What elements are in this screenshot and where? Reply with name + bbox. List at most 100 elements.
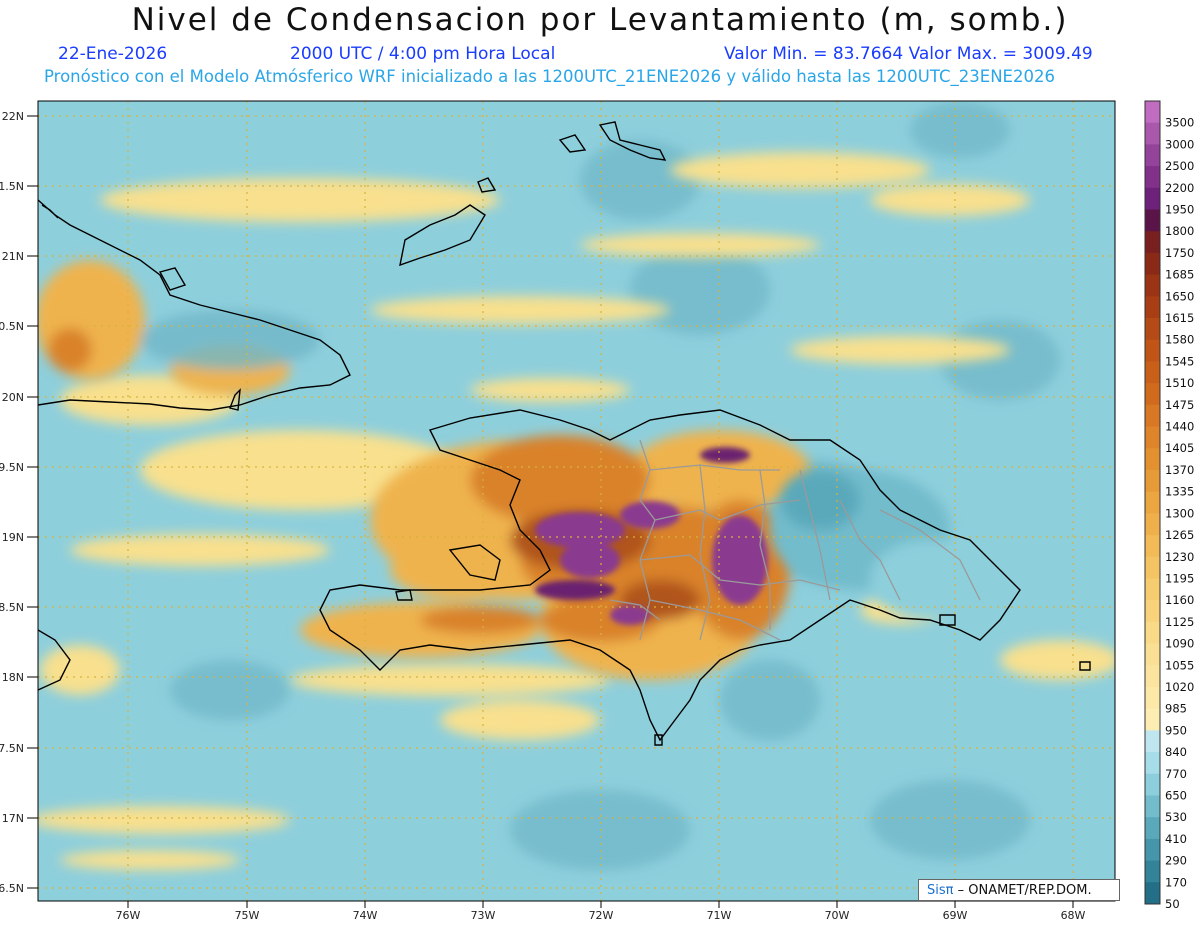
colorbar-swatch bbox=[1145, 426, 1160, 449]
colorbar-label: 770 bbox=[1165, 767, 1187, 781]
lat-ticks bbox=[27, 115, 1074, 908]
colorbar-swatch bbox=[1145, 621, 1160, 645]
forecast-description: Pronóstico con el Modelo Atmósferico WRF… bbox=[44, 67, 1055, 86]
colorbar-label: 290 bbox=[1165, 854, 1187, 868]
colorbar-swatch bbox=[1145, 448, 1160, 471]
valid-time: 2000 UTC / 4:00 pm Hora Local bbox=[290, 44, 556, 64]
valid-date: 22-Ene-2026 bbox=[58, 44, 168, 64]
lat-label: 1.5N bbox=[0, 180, 24, 193]
colorbar-swatch bbox=[1145, 860, 1160, 883]
credit-box: Sisπ – ONAMET/REP.DOM. bbox=[918, 879, 1120, 901]
lat-lon-grid bbox=[38, 101, 1115, 901]
colorbar-swatch bbox=[1145, 296, 1160, 319]
colorbar-swatch bbox=[1145, 817, 1160, 840]
colorbar-swatch bbox=[1145, 318, 1160, 341]
colorbar-label: 1370 bbox=[1165, 463, 1194, 477]
lat-label: 8.5N bbox=[0, 601, 24, 614]
colorbar-label: 1475 bbox=[1165, 398, 1194, 412]
colorbar-swatch bbox=[1145, 730, 1160, 753]
colorbar-label: 1615 bbox=[1165, 311, 1194, 325]
colorbar-label: 1335 bbox=[1165, 485, 1194, 499]
colorbar-label: 3000 bbox=[1165, 137, 1194, 151]
min-max-values: Valor Min. = 83.7664 Valor Max. = 3009.4… bbox=[724, 44, 1093, 64]
colorbar-swatch bbox=[1145, 339, 1160, 362]
sispi-logo-text: Sisπ bbox=[927, 883, 954, 898]
yellow-bands bbox=[38, 152, 1115, 870]
colorbar-label: 530 bbox=[1165, 810, 1187, 824]
colorbar-swatch bbox=[1145, 491, 1160, 514]
colorbar-label: 1160 bbox=[1165, 593, 1194, 607]
colorbar-swatch bbox=[1145, 556, 1160, 579]
lon-label: 71W bbox=[707, 909, 732, 922]
lon-label: 74W bbox=[353, 909, 378, 922]
lat-label: 0.5N bbox=[0, 320, 24, 333]
lat-label: 22N bbox=[2, 110, 24, 123]
cuba-field bbox=[38, 260, 320, 395]
colorbar-swatch bbox=[1145, 383, 1160, 406]
colorbar-swatch bbox=[1145, 708, 1160, 731]
colorbar-swatch bbox=[1145, 513, 1160, 536]
colorbar-swatch bbox=[1145, 231, 1160, 254]
colorbar-swatch bbox=[1145, 101, 1160, 124]
colorbar-label: 1055 bbox=[1165, 658, 1194, 672]
colorbar-label: 1440 bbox=[1165, 420, 1194, 434]
lon-label: 70W bbox=[825, 909, 850, 922]
colorbar-swatch bbox=[1145, 404, 1160, 428]
colorbar-label: 1405 bbox=[1165, 441, 1194, 455]
lon-label: 75W bbox=[235, 909, 260, 922]
colorbar-label: 1195 bbox=[1165, 571, 1194, 585]
colorbar-label: 1090 bbox=[1165, 637, 1194, 651]
colorbar-swatch bbox=[1145, 665, 1160, 688]
lat-label: 20N bbox=[2, 391, 24, 404]
colorbar-swatch bbox=[1145, 166, 1160, 189]
colorbar-swatch bbox=[1145, 882, 1160, 905]
colorbar-label: 1950 bbox=[1165, 203, 1194, 217]
lon-label: 76W bbox=[116, 909, 141, 922]
map-field bbox=[38, 101, 1115, 901]
colorbar-swatch bbox=[1145, 122, 1160, 145]
latitude-labels: 22N 1.5N 21N 0.5N 20N 9.5N 19N 8.5N 18N … bbox=[0, 110, 24, 895]
colorbar-label: 1125 bbox=[1165, 615, 1194, 629]
lat-label: 7.5N bbox=[0, 742, 24, 755]
lon-label: 72W bbox=[589, 909, 614, 922]
colorbar-label: 1510 bbox=[1165, 376, 1194, 390]
colorbar-swatch bbox=[1145, 838, 1160, 862]
lat-label: 19N bbox=[2, 531, 24, 544]
lon-label: 68W bbox=[1061, 909, 1086, 922]
colorbar-label: 410 bbox=[1165, 832, 1187, 846]
colorbar-label: 1300 bbox=[1165, 506, 1194, 520]
colorbar-swatch bbox=[1145, 600, 1160, 623]
colorbar-swatch bbox=[1145, 252, 1160, 276]
colorbar-label: 2200 bbox=[1165, 181, 1194, 195]
credit-text: – ONAMET/REP.DOM. bbox=[953, 883, 1092, 898]
colorbar-swatch bbox=[1145, 578, 1160, 601]
colorbar-swatch bbox=[1145, 274, 1160, 297]
province-borders bbox=[609, 439, 981, 641]
colorbar-swatch bbox=[1145, 686, 1160, 710]
colorbar-label: 1580 bbox=[1165, 333, 1194, 347]
colorbar-label: 2500 bbox=[1165, 159, 1194, 173]
colorbar-label: 3500 bbox=[1165, 116, 1194, 130]
colorbar-label: 840 bbox=[1165, 745, 1187, 759]
lat-label: 21N bbox=[2, 250, 24, 263]
colorbar-swatch bbox=[1145, 144, 1160, 167]
colorbar-swatch bbox=[1145, 773, 1160, 796]
colorbar-swatch bbox=[1145, 469, 1160, 493]
colorbar-swatch bbox=[1145, 643, 1160, 666]
colorbar-frame bbox=[1144, 100, 1161, 905]
colorbar-swatch bbox=[1145, 187, 1160, 211]
longitude-labels: 76W 75W 74W 73W 72W 71W 70W 69W 68W bbox=[116, 909, 1086, 922]
lat-label: 9.5N bbox=[0, 461, 24, 474]
colorbar-label: 650 bbox=[1165, 788, 1187, 802]
colorbar-swatch bbox=[1145, 209, 1160, 232]
coastlines bbox=[38, 121, 1091, 746]
colorbar-label: 170 bbox=[1165, 875, 1187, 889]
colorbar-label: 1750 bbox=[1165, 246, 1194, 260]
colorbar-label: 1685 bbox=[1165, 268, 1194, 282]
lat-label: 17N bbox=[2, 812, 24, 825]
colorbar-swatch bbox=[1145, 535, 1160, 558]
colorbar-swatch bbox=[1145, 361, 1160, 384]
colorbar-label: 1650 bbox=[1165, 289, 1194, 303]
lon-label: 69W bbox=[943, 909, 968, 922]
